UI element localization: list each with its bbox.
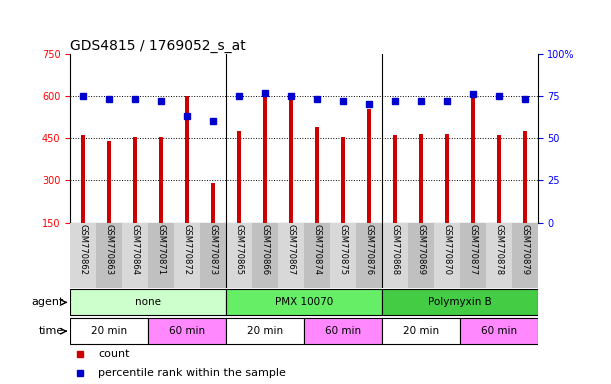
Text: GSM770871: GSM770871	[156, 224, 166, 275]
Text: 20 min: 20 min	[247, 326, 283, 336]
Text: 60 min: 60 min	[481, 326, 517, 336]
Text: GSM770870: GSM770870	[442, 224, 452, 275]
Bar	[497, 136, 500, 223]
Text: GSM770865: GSM770865	[235, 224, 244, 275]
Bar	[341, 137, 345, 223]
Bar	[237, 131, 241, 223]
Bar	[226, 290, 382, 315]
Bar	[459, 223, 486, 288]
Text: GSM770872: GSM770872	[183, 224, 192, 275]
Text: GDS4815 / 1769052_s_at: GDS4815 / 1769052_s_at	[70, 39, 246, 53]
Bar	[367, 109, 371, 223]
Text: Polymyxin B: Polymyxin B	[428, 297, 492, 307]
Bar	[108, 141, 111, 223]
Bar	[289, 99, 293, 223]
Bar	[393, 136, 397, 223]
Text: 20 min: 20 min	[91, 326, 127, 336]
Text: GSM770867: GSM770867	[287, 224, 296, 275]
Bar	[81, 136, 85, 223]
Bar	[133, 137, 137, 223]
Bar	[512, 223, 538, 288]
Bar	[304, 223, 330, 288]
Bar	[252, 223, 278, 288]
Bar	[486, 223, 512, 288]
Bar	[226, 318, 304, 344]
Text: 20 min: 20 min	[403, 326, 439, 336]
Text: GSM770879: GSM770879	[520, 224, 529, 275]
Text: GSM770864: GSM770864	[131, 224, 140, 275]
Bar	[304, 318, 382, 344]
Text: GSM770863: GSM770863	[104, 224, 114, 275]
Bar	[200, 223, 226, 288]
Text: agent: agent	[32, 297, 64, 308]
Text: GSM770877: GSM770877	[468, 224, 477, 275]
Bar	[278, 223, 304, 288]
Bar	[408, 223, 434, 288]
Bar	[382, 223, 408, 288]
Bar	[70, 318, 148, 344]
Bar	[185, 96, 189, 223]
Bar	[70, 290, 226, 315]
Bar	[419, 134, 423, 223]
Text: time: time	[39, 326, 64, 336]
Text: GSM770866: GSM770866	[260, 224, 269, 275]
Text: none: none	[135, 297, 161, 307]
Text: GSM770869: GSM770869	[416, 224, 425, 275]
Text: 60 min: 60 min	[325, 326, 361, 336]
Bar	[315, 127, 319, 223]
Text: count: count	[98, 349, 130, 359]
Text: GSM770868: GSM770868	[390, 224, 400, 275]
Text: percentile rank within the sample: percentile rank within the sample	[98, 368, 286, 378]
Bar	[382, 318, 459, 344]
Bar	[459, 318, 538, 344]
Bar	[382, 290, 538, 315]
Text: GSM770875: GSM770875	[338, 224, 348, 275]
Bar	[263, 96, 267, 223]
Text: PMX 10070: PMX 10070	[275, 297, 333, 307]
Bar	[148, 318, 226, 344]
Bar	[148, 223, 174, 288]
Text: GSM770876: GSM770876	[364, 224, 373, 275]
Text: 60 min: 60 min	[169, 326, 205, 336]
Bar	[226, 223, 252, 288]
Text: GSM770873: GSM770873	[208, 224, 218, 275]
Bar	[471, 92, 475, 223]
Bar	[122, 223, 148, 288]
Bar	[70, 223, 97, 288]
Bar	[523, 131, 527, 223]
Bar	[159, 137, 163, 223]
Text: GSM770878: GSM770878	[494, 224, 503, 275]
Text: GSM770874: GSM770874	[312, 224, 321, 275]
Bar	[211, 183, 215, 223]
Text: GSM770862: GSM770862	[79, 224, 88, 275]
Bar	[174, 223, 200, 288]
Bar	[434, 223, 459, 288]
Bar	[356, 223, 382, 288]
Bar	[330, 223, 356, 288]
Bar	[97, 223, 122, 288]
Bar	[445, 134, 448, 223]
